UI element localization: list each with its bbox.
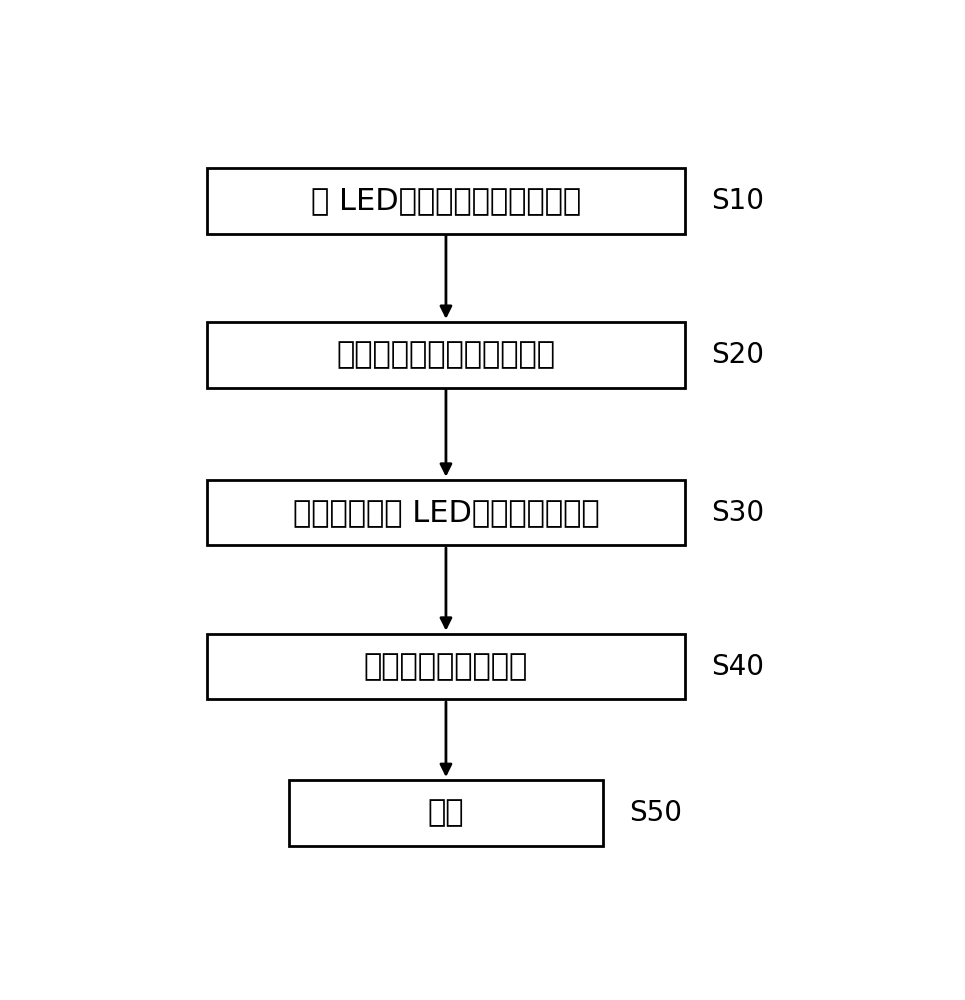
Bar — [207, 168, 685, 234]
Text: 移动平台，完成划片: 移动平台，完成划片 — [364, 652, 528, 681]
Text: S50: S50 — [629, 799, 682, 827]
Bar — [207, 322, 685, 388]
Text: 裂片: 裂片 — [427, 798, 464, 828]
Text: 将 LED器件固定在移动平台上: 将 LED器件固定在移动平台上 — [311, 186, 581, 215]
Text: 将焦点聚焦在 LED器件的不同深度: 将焦点聚焦在 LED器件的不同深度 — [292, 498, 599, 527]
Bar — [289, 780, 603, 846]
Bar — [207, 480, 685, 545]
Text: S20: S20 — [711, 341, 764, 369]
Bar — [207, 634, 685, 699]
Text: S30: S30 — [711, 499, 764, 527]
Text: S40: S40 — [711, 653, 764, 681]
Text: 在激光器的光路上放置透镜: 在激光器的光路上放置透镜 — [337, 340, 556, 369]
Text: S10: S10 — [711, 187, 764, 215]
